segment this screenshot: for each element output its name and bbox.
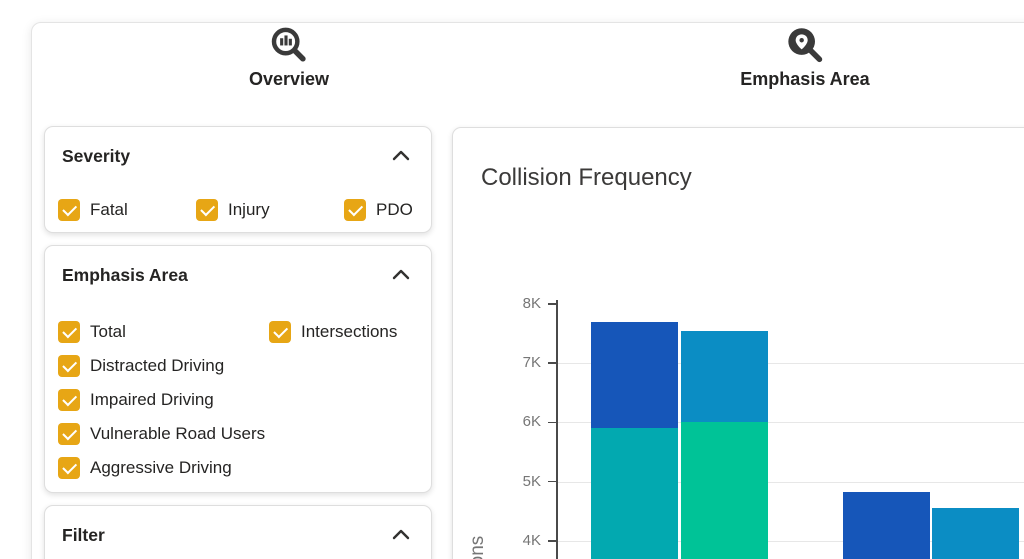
- severity-panel: Severity Fatal Injury PDO: [44, 126, 432, 233]
- checkbox-checked-icon: [58, 389, 80, 411]
- checkbox-checked-icon: [196, 199, 218, 221]
- y-axis-tick-label: 5K: [522, 472, 541, 490]
- chevron-up-icon[interactable]: [389, 263, 413, 287]
- severity-panel-header: Severity: [45, 127, 431, 168]
- y-axis-line: [556, 300, 558, 559]
- y-axis-tick-mark: [548, 303, 557, 305]
- checkbox-impaired-driving[interactable]: Impaired Driving: [58, 389, 214, 411]
- emphasis-area-panel: Emphasis Area Total Intersections Distra…: [44, 245, 432, 493]
- chart-bar-segment[interactable]: [591, 321, 678, 429]
- checkbox-checked-icon: [58, 423, 80, 445]
- gridline: [558, 363, 1024, 365]
- emphasis-area-panel-header: Emphasis Area: [45, 246, 431, 287]
- filter-panel-title: Filter: [62, 524, 105, 545]
- checkbox-injury-label: Injury: [228, 200, 270, 219]
- gridline: [558, 481, 1024, 483]
- tab-overview[interactable]: Overview: [179, 26, 399, 90]
- chart-title: Collision Frequency: [481, 164, 692, 191]
- checkbox-intersections-label: Intersections: [301, 322, 398, 341]
- checkbox-checked-icon: [58, 355, 80, 377]
- tab-emphasis-area-label: Emphasis Area: [740, 69, 870, 89]
- checkbox-checked-icon: [58, 321, 80, 343]
- checkbox-impaired-driving-label: Impaired Driving: [90, 390, 214, 409]
- checkbox-intersections[interactable]: Intersections: [269, 321, 397, 343]
- severity-panel-title: Severity: [62, 145, 131, 166]
- y-axis-tick-mark: [548, 540, 557, 542]
- filter-panel: Filter: [44, 505, 432, 559]
- checkbox-total[interactable]: Total: [58, 321, 126, 343]
- checkbox-total-label: Total: [90, 322, 126, 341]
- checkbox-injury[interactable]: Injury: [196, 199, 270, 221]
- checkbox-vulnerable-road-users-label: Vulnerable Road Users: [90, 424, 266, 443]
- y-axis-title: Number of Collisions: [467, 381, 489, 559]
- checkbox-distracted-driving-label: Distracted Driving: [90, 356, 225, 375]
- gridline: [558, 540, 1024, 542]
- checkbox-fatal[interactable]: Fatal: [58, 199, 128, 221]
- checkbox-distracted-driving[interactable]: Distracted Driving: [58, 355, 224, 377]
- tab-overview-label: Overview: [248, 69, 330, 89]
- chart-bar-segment[interactable]: [932, 508, 1019, 559]
- bar-chart-search-icon: [179, 26, 399, 66]
- y-axis-tick-mark: [548, 362, 557, 364]
- y-axis-tick-label: 6K: [522, 413, 541, 431]
- chevron-up-icon[interactable]: [389, 523, 413, 547]
- y-axis-tick-label: 8K: [522, 295, 541, 312]
- emphasis-area-panel-title: Emphasis Area: [62, 264, 188, 285]
- y-axis-tick-mark: [548, 421, 557, 424]
- checkbox-fatal-label: Fatal: [90, 200, 128, 219]
- chart-bar-segment[interactable]: [591, 428, 678, 559]
- chart-bar-segment[interactable]: [843, 492, 930, 559]
- filter-panel-header: Filter: [45, 506, 431, 547]
- gridline: [558, 422, 1024, 424]
- checkbox-vulnerable-road-users[interactable]: Vulnerable Road Users: [58, 423, 265, 445]
- chevron-up-icon[interactable]: [389, 144, 413, 168]
- checkbox-checked-icon: [58, 457, 80, 479]
- checkbox-checked-icon: [269, 321, 291, 343]
- checkbox-checked-icon: [58, 199, 80, 221]
- checkbox-aggressive-driving[interactable]: Aggressive Driving: [58, 457, 232, 479]
- checkbox-aggressive-driving-label: Aggressive Driving: [90, 458, 232, 477]
- collision-frequency-chart-card: Collision Frequency Number of Collisions…: [452, 127, 1024, 559]
- checkbox-pdo[interactable]: PDO: [344, 199, 413, 221]
- checkbox-checked-icon: [344, 199, 366, 221]
- y-axis-tick-label: 4K: [522, 531, 541, 549]
- y-axis-tick-mark: [548, 480, 557, 483]
- tab-emphasis-area[interactable]: Emphasis Area: [695, 26, 915, 90]
- chart-bar-segment[interactable]: [681, 422, 768, 559]
- checkbox-pdo-label: PDO: [376, 200, 413, 219]
- chart-bar-segment[interactable]: [681, 330, 768, 423]
- y-axis-tick-label: 7K: [522, 354, 541, 372]
- location-search-icon: [695, 26, 915, 66]
